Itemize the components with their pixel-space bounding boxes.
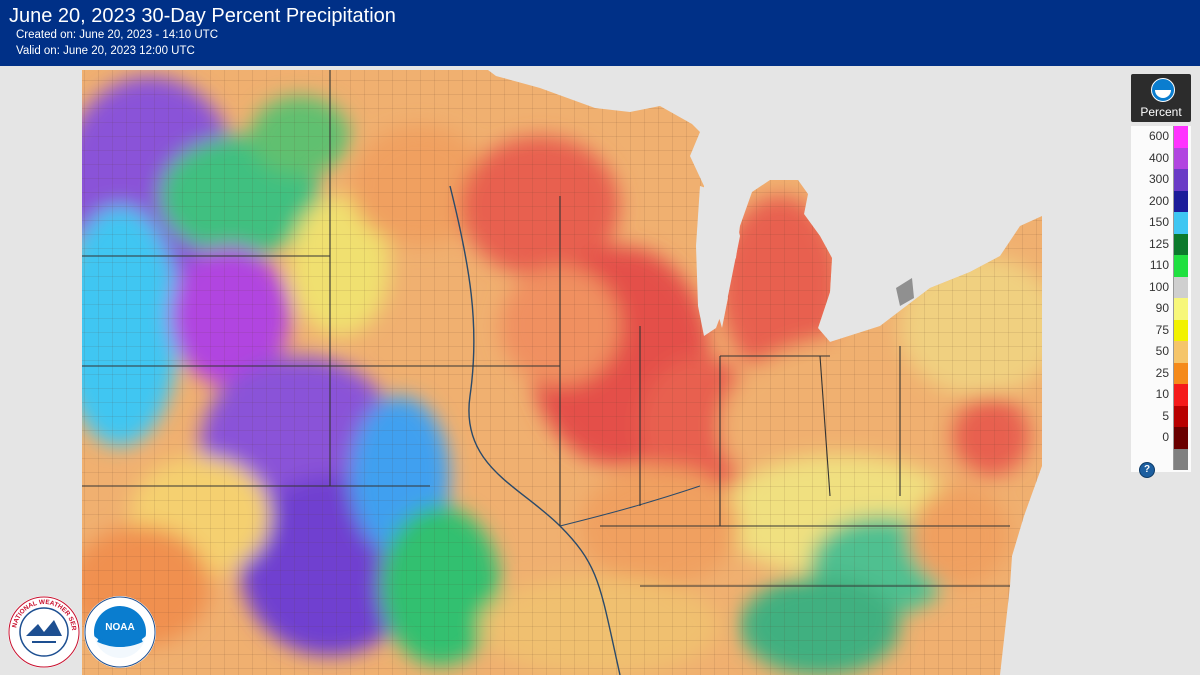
- legend-row: 200: [1131, 190, 1191, 212]
- legend-swatch: [1173, 190, 1188, 212]
- legend-row: 90: [1131, 298, 1191, 320]
- legend-label: 10: [1155, 387, 1169, 401]
- legend-swatch: [1173, 169, 1188, 191]
- legend-row: 100: [1131, 276, 1191, 298]
- legend-row: 10: [1131, 384, 1191, 406]
- legend-row: [1131, 448, 1191, 470]
- legend-label: 110: [1149, 258, 1169, 272]
- legend-label: 400: [1148, 150, 1169, 165]
- legend-panel: Percent 600 400 300 200 150 125 110 100 90 75 50 25…: [1131, 74, 1191, 484]
- valid-timestamp: Valid on: June 20, 2023 12:00 UTC: [16, 45, 195, 57]
- legend-label: 5: [1162, 408, 1169, 423]
- lake-ontario-island: [896, 278, 914, 306]
- legend-swatch: [1173, 427, 1188, 449]
- legend-swatch: [1173, 341, 1188, 363]
- created-timestamp: Created on: June 20, 2023 - 14:10 UTC: [16, 29, 219, 41]
- legend-swatch: [1173, 212, 1188, 234]
- legend-row: 150: [1131, 212, 1191, 234]
- legend-swatch: [1173, 298, 1188, 320]
- legend-label: 300: [1148, 172, 1169, 186]
- legend-row: 5: [1131, 405, 1191, 427]
- legend-label: 75: [1155, 322, 1169, 337]
- legend-swatch: [1173, 233, 1188, 255]
- legend-row: 125: [1131, 233, 1191, 255]
- legend-scale: 600 400 300 200 150 125 110 100 90 75 50 25 10 5 0: [1131, 126, 1191, 472]
- legend-swatch: [1173, 405, 1188, 427]
- legend-row: 0: [1131, 427, 1191, 449]
- legend-swatch: [1173, 147, 1188, 169]
- lake-michigan: [696, 186, 740, 336]
- header-bar: June 20, 2023 30-Day Percent Precipitati…: [0, 0, 1200, 66]
- legend-label: 600: [1148, 129, 1169, 143]
- nws-logo-icon: NATIONAL WEATHER SERVICE: [6, 591, 80, 668]
- question-icon[interactable]: ?: [1139, 462, 1155, 478]
- legend-label: 100: [1148, 279, 1169, 294]
- legend-swatch: [1173, 255, 1188, 277]
- noaa-logo-text: NOAA: [105, 622, 134, 633]
- precipitation-map[interactable]: [0, 66, 1200, 675]
- map-title: June 20, 2023 30-Day Percent Precipitati…: [9, 5, 396, 27]
- noaa-logo-icon: NOAA: [84, 596, 156, 668]
- legend-swatch: [1173, 362, 1188, 384]
- map-area[interactable]: [0, 66, 1200, 675]
- legend-row: 600: [1131, 126, 1191, 148]
- legend-swatch: [1173, 319, 1188, 341]
- legend-row: 400: [1131, 147, 1191, 169]
- legend-label: 0: [1162, 430, 1169, 444]
- precip-field: [82, 70, 1042, 675]
- legend-row: 110: [1131, 255, 1191, 277]
- legend-label: 125: [1148, 236, 1169, 251]
- noaa-mini-icon: [1151, 78, 1175, 102]
- legend-row: 25: [1131, 362, 1191, 384]
- legend-swatch: [1173, 384, 1188, 406]
- legend-swatch: [1173, 448, 1188, 470]
- legend-label: 25: [1155, 365, 1169, 380]
- legend-label: 150: [1148, 215, 1169, 229]
- state-borders: [82, 70, 1010, 587]
- legend-header: Percent: [1131, 74, 1191, 122]
- legend-label: 50: [1155, 344, 1169, 358]
- legend-unit: Percent: [1140, 105, 1182, 119]
- legend-label: 90: [1155, 301, 1169, 315]
- legend-row: 50: [1131, 341, 1191, 363]
- legend-label: 200: [1148, 193, 1169, 208]
- legend-row: 300: [1131, 169, 1191, 191]
- legend-swatch: [1173, 276, 1188, 298]
- legend-swatch: [1173, 126, 1188, 148]
- legend-row: 75: [1131, 319, 1191, 341]
